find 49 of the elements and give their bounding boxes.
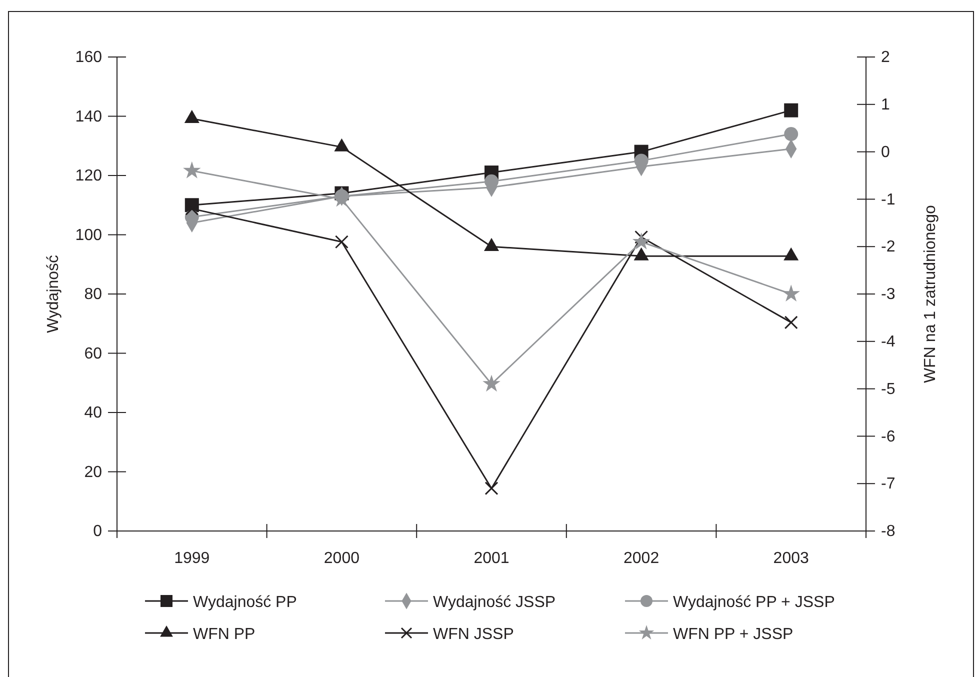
point	[782, 284, 800, 302]
point	[784, 127, 798, 142]
x-tick-label: 2000	[324, 550, 360, 567]
legend-label: WFN PP	[193, 626, 256, 643]
point	[334, 235, 348, 249]
y2-tick-label: -1	[881, 191, 896, 208]
y-tick-label: 160	[75, 49, 102, 66]
point	[482, 374, 500, 392]
x-tick-label: 1999	[174, 550, 210, 567]
point	[632, 232, 650, 250]
point	[183, 161, 201, 178]
point	[784, 316, 798, 330]
x-tick-label: 2003	[773, 550, 809, 567]
legend-label: Wydajność JSSP	[433, 594, 556, 611]
y2-axis-title: WFN na 1 zatrudnionego	[922, 204, 939, 383]
y2-tick-label: -4	[881, 334, 896, 351]
point	[484, 238, 500, 251]
y-tick-label: 100	[75, 226, 102, 244]
y2-tick-label: -6	[881, 428, 896, 446]
point	[784, 247, 799, 260]
x-tick-label: 2001	[474, 550, 510, 567]
point	[484, 482, 498, 496]
legend-label: WFN JSSP	[433, 626, 514, 643]
y2-tick-label: -5	[881, 380, 896, 398]
y2-tick-label: -3	[881, 286, 896, 304]
y-axis-title: Wydajność	[45, 254, 62, 334]
y-tick-label: 0	[93, 523, 102, 540]
point	[184, 110, 200, 123]
point	[484, 174, 498, 188]
y2-tick-label: 2	[881, 49, 890, 66]
legend-label: Wydajność PP	[193, 594, 297, 611]
point	[334, 138, 350, 152]
y2-tick-label: 1	[881, 96, 890, 114]
y-tick-label: 120	[75, 168, 102, 185]
y-tick-label: 60	[84, 345, 102, 362]
point	[634, 247, 649, 260]
point	[784, 103, 798, 118]
point	[634, 154, 648, 168]
legend-label: Wydajność PP + JSSP	[673, 594, 835, 611]
y2-tick-label: -7	[881, 476, 896, 493]
y2-tick-label: -8	[881, 523, 896, 540]
y-tick-label: 20	[84, 464, 102, 481]
y-tick-label: 40	[84, 404, 102, 422]
x-tick-label: 2002	[624, 550, 660, 567]
y-tick-label: 140	[75, 108, 102, 126]
y2-tick-label: 0	[881, 144, 890, 161]
legend-label: WFN PP + JSSP	[673, 626, 794, 643]
y-tick-label: 80	[84, 286, 102, 304]
y2-tick-label: -2	[881, 238, 896, 256]
